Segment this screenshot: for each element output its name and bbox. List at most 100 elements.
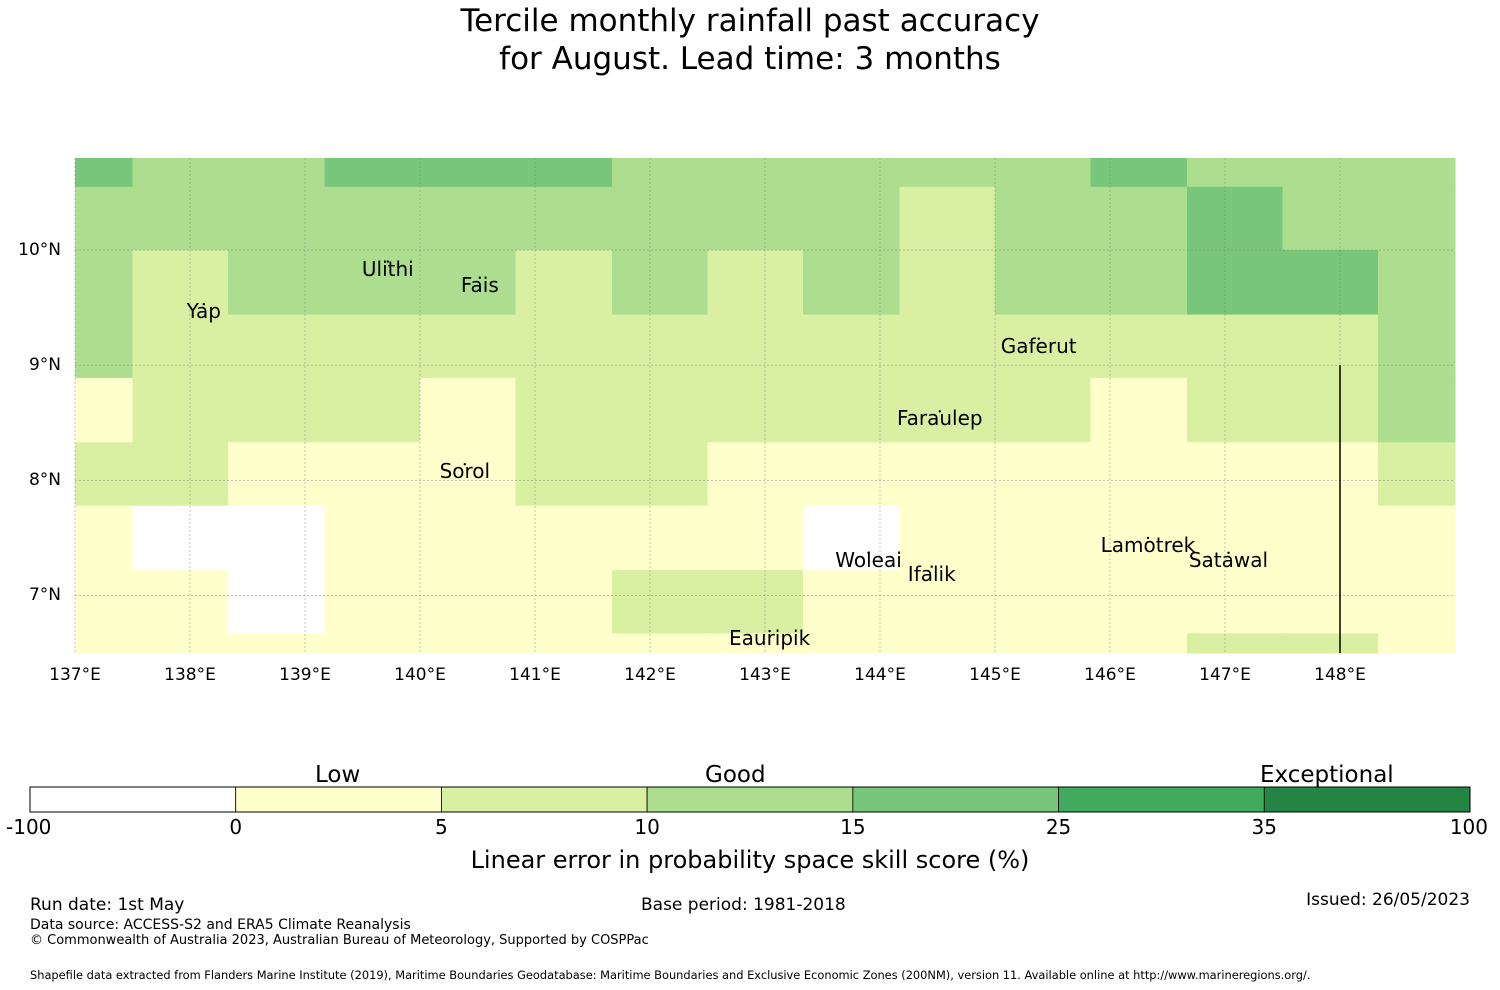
- grid-cell: [324, 250, 421, 316]
- colorbar-segment: [441, 786, 648, 813]
- grid-cell: [228, 505, 326, 571]
- grid-cell: [75, 442, 133, 507]
- lon-tick-label: 147°E: [1199, 665, 1251, 685]
- grid-cell: [1378, 570, 1456, 634]
- colorbar-tick-label: 5: [435, 815, 448, 839]
- island-marker: [938, 410, 941, 413]
- grid-cell: [995, 377, 1091, 443]
- grid-cell: [612, 158, 708, 188]
- grid-cell: [515, 505, 613, 571]
- place-label: Ifalik: [907, 561, 956, 586]
- colorbar-category-low: Low: [315, 762, 361, 788]
- grid-cell: [420, 250, 516, 316]
- grid-cell: [515, 314, 613, 379]
- lon-tick-label: 137°E: [49, 665, 101, 685]
- grid-cell: [1378, 158, 1456, 188]
- grid-cell: [75, 633, 133, 654]
- island-marker: [1227, 551, 1230, 554]
- colorbar-segment: [1058, 786, 1265, 813]
- grid-cell: [1187, 442, 1283, 507]
- grid-cell: [515, 570, 613, 634]
- grid-cell: [324, 377, 421, 443]
- place-label: Satawal: [1188, 547, 1269, 572]
- grid-cell: [899, 186, 996, 251]
- grid-cell: [803, 250, 901, 316]
- grid-cell: [995, 442, 1091, 507]
- grid-cell: [1187, 250, 1283, 316]
- grid-cell: [995, 570, 1091, 634]
- grid-cell: [612, 505, 708, 571]
- grid-cell: [899, 377, 996, 443]
- grid-cell: [420, 158, 516, 188]
- grid-cell: [803, 633, 901, 654]
- grid-cell: [1187, 505, 1283, 571]
- place-label: Sorol: [439, 459, 491, 484]
- colorbar-outline: [29, 786, 1471, 813]
- grid-cell: [899, 250, 996, 316]
- grid-cell: [420, 505, 516, 571]
- grid-cell: [228, 633, 326, 654]
- grid-cell: [132, 505, 229, 571]
- place-label: Faraulep: [896, 406, 983, 431]
- grid-cell: [324, 442, 421, 507]
- grid-cell: [995, 314, 1091, 379]
- lat-tick-label: 7°N: [28, 585, 61, 606]
- grid-cell: [1090, 314, 1188, 379]
- lon-tick-label: 140°E: [394, 665, 446, 685]
- grid-cell: [1187, 158, 1283, 188]
- grid-cell: [132, 442, 229, 507]
- grid-cell: [899, 633, 996, 654]
- grid-cell: [228, 314, 326, 379]
- grid-cell: [707, 250, 804, 316]
- place-label: Yap: [186, 299, 222, 324]
- base-period: Base period: 1981-2018: [641, 895, 846, 915]
- colorbar-segment: [235, 786, 442, 813]
- grid-cell: [1187, 314, 1283, 379]
- grid-cell: [1378, 633, 1456, 654]
- colorbar-segment: [1263, 786, 1471, 813]
- grid-cell: [803, 314, 901, 379]
- colorbar-segment: [852, 786, 1059, 813]
- grid-cell: [228, 377, 326, 443]
- grid-cell: [995, 633, 1091, 654]
- grid-cell: [75, 377, 133, 443]
- grid-cell: [995, 250, 1091, 316]
- lat-tick-label: 8°N: [28, 470, 61, 491]
- grid-cell: [228, 186, 326, 251]
- grid-cell: [803, 158, 901, 188]
- grid-cell: [1090, 442, 1188, 507]
- grid-cell: [803, 505, 901, 571]
- grid-cell: [75, 186, 133, 251]
- grid-cell: [132, 158, 229, 188]
- grid-cell: [1282, 505, 1379, 571]
- place-label: Lamotrek: [1100, 532, 1196, 557]
- grid-cell: [1282, 250, 1379, 316]
- grid-cell: [132, 570, 229, 634]
- grid-cell: [1282, 442, 1379, 507]
- island-marker: [478, 276, 481, 279]
- grid-cell: [899, 314, 996, 379]
- grid-cell: [612, 570, 708, 634]
- grid-cell: [515, 633, 613, 654]
- grid-cell: [612, 633, 708, 654]
- grid-cell: [1378, 186, 1456, 251]
- colorbar-tick-label: 15: [840, 815, 866, 839]
- chart-title-line-1: Tercile monthly rainfall past accuracy: [460, 3, 1040, 39]
- island-marker: [463, 463, 466, 466]
- grid-cell: [324, 505, 421, 571]
- grid-cell: [899, 442, 996, 507]
- grid-cell: [1090, 158, 1188, 188]
- grid-cell: [1378, 250, 1456, 316]
- grid-cell: [803, 186, 901, 251]
- grid-cell: [228, 158, 326, 188]
- lon-tick-label: 141°E: [509, 665, 561, 685]
- grid-cell: [1378, 505, 1456, 571]
- grid-cell: [1378, 377, 1456, 443]
- grid-cell: [1090, 570, 1188, 634]
- grid-cell: [515, 250, 613, 316]
- issued-date: Issued: 26/05/2023: [1306, 890, 1470, 910]
- grid-cell: [995, 505, 1091, 571]
- run-date: Run date: 1st May: [30, 895, 185, 915]
- place-label: Gaferut: [1000, 333, 1077, 358]
- grid-cell: [420, 633, 516, 654]
